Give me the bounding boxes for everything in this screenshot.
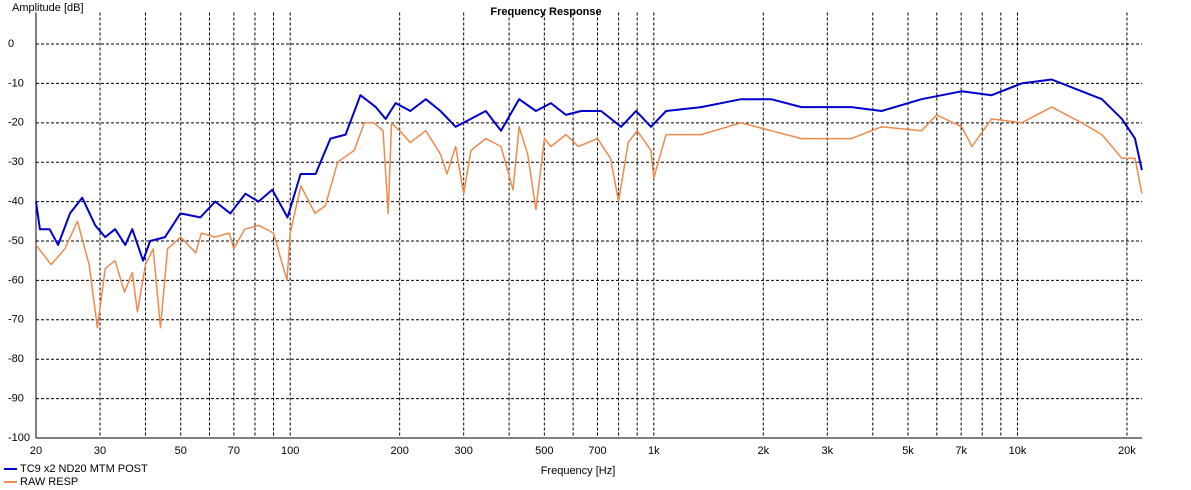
series-line (35, 78, 1143, 262)
x-tick-label: 3k (822, 445, 834, 457)
x-tick-label: 10k (1009, 445, 1027, 457)
y-tick-label: -80 (8, 353, 24, 365)
y-axis-label: Amplitude [dB] (12, 2, 84, 14)
x-tick-label: 30 (94, 445, 106, 457)
x-tick-label: 70 (228, 445, 240, 457)
x-tick-label: 20 (30, 445, 42, 457)
x-axis-label: Frequency [Hz] (541, 465, 616, 477)
x-tick-label: 500 (535, 445, 553, 457)
x-tick-label: 100 (281, 445, 299, 457)
y-tick-label: -50 (8, 235, 24, 247)
x-tick-label: 20k (1118, 445, 1136, 457)
y-tick-label: 0 (8, 38, 14, 50)
y-tick-label: -40 (8, 196, 24, 208)
x-tick-label: 300 (455, 445, 473, 457)
y-tick-label: -100 (8, 432, 30, 444)
y-tick-label: -70 (8, 314, 24, 326)
x-tick-label: 700 (588, 445, 606, 457)
x-tick-label: 2k (757, 445, 769, 457)
x-tick-label: 50 (175, 445, 187, 457)
chart-title: Frequency Response (490, 6, 601, 18)
x-tick-label: 5k (902, 445, 914, 457)
x-tick-label: 7k (955, 445, 967, 457)
y-tick-label: -30 (8, 156, 24, 168)
y-tick-label: -90 (8, 393, 24, 405)
series-line (35, 106, 1143, 329)
x-tick-label: 1k (648, 445, 660, 457)
legend-label: RAW RESP (20, 476, 78, 488)
y-tick-label: -10 (8, 77, 24, 89)
y-tick-label: -20 (8, 117, 24, 129)
y-tick-label: -60 (8, 274, 24, 286)
x-tick-label: 200 (390, 445, 408, 457)
legend-label: TC9 x2 ND20 MTM POST (20, 463, 148, 475)
